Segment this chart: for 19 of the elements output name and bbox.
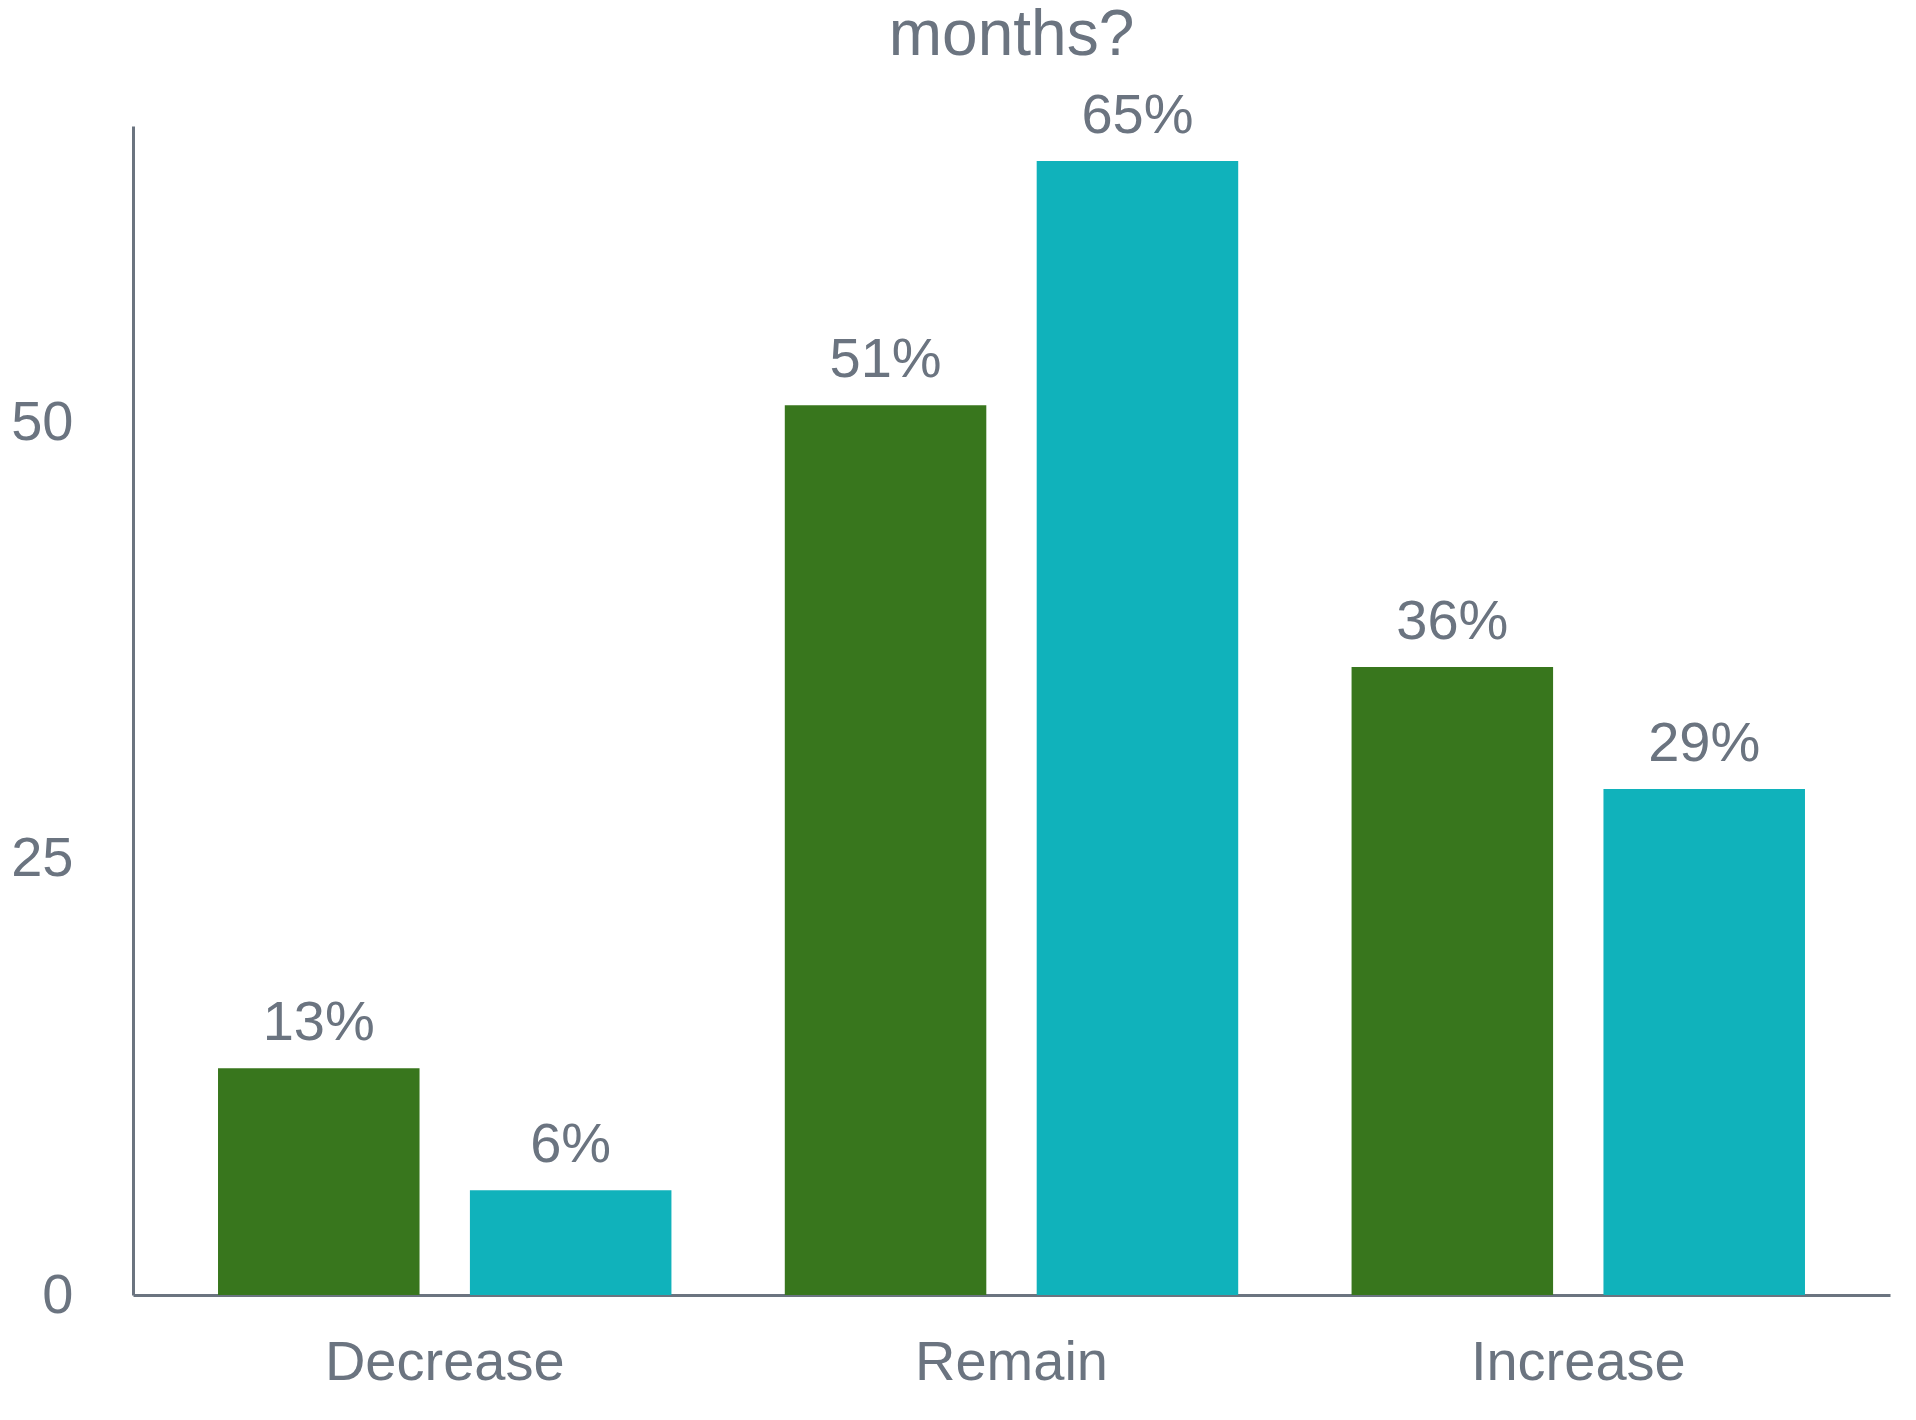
data-label: 6% xyxy=(530,1111,612,1175)
x-tick-label: Increase xyxy=(1470,1328,1686,1392)
data-label: 13% xyxy=(262,989,375,1053)
data-label: 51% xyxy=(829,326,942,390)
data-label: 65% xyxy=(1081,81,1194,145)
y-tick-label: 25 xyxy=(11,825,74,889)
data-label: 36% xyxy=(1396,587,1509,651)
x-tick-label: Decrease xyxy=(324,1328,565,1392)
chart-title: months? xyxy=(888,0,1135,69)
y-tick-label: 0 xyxy=(42,1261,74,1325)
y-tick-label: 50 xyxy=(11,389,74,453)
data-label: 29% xyxy=(1648,710,1761,774)
bar xyxy=(1351,666,1554,1295)
bar xyxy=(784,405,987,1295)
bar xyxy=(469,1190,672,1295)
bar xyxy=(218,1068,420,1295)
bar xyxy=(1036,160,1239,1295)
x-tick-label: Remain xyxy=(915,1328,1108,1392)
bar xyxy=(1603,789,1805,1295)
